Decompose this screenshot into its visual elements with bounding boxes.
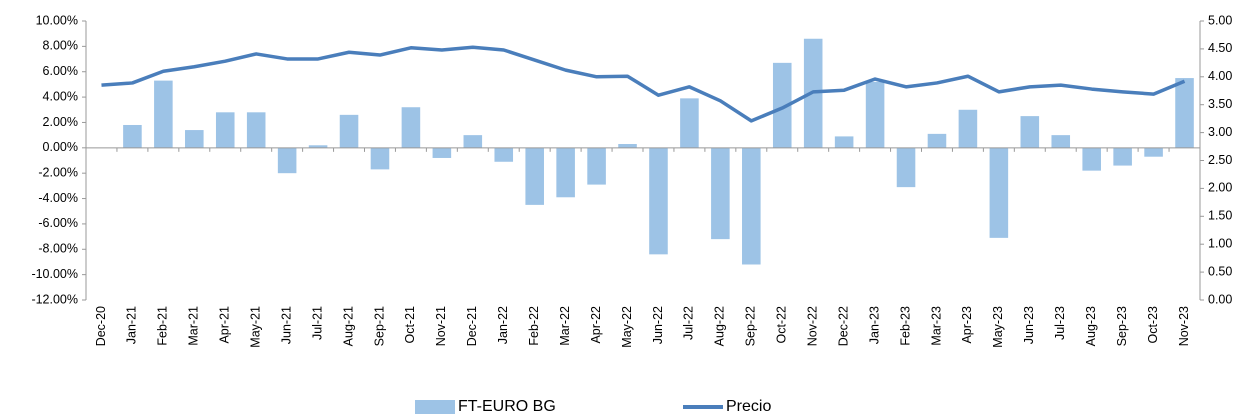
x-tick-label: Jan-22 xyxy=(496,306,510,344)
line xyxy=(101,45,1186,123)
y2-tick-label: 2.50 xyxy=(1208,153,1232,167)
bar xyxy=(618,144,637,148)
x-tick-label: Aug-21 xyxy=(341,306,355,346)
legend-label: Precio xyxy=(726,398,771,415)
bar xyxy=(989,147,1009,238)
y-tick-label: 4.00% xyxy=(43,89,78,103)
bar xyxy=(154,80,173,148)
bar xyxy=(834,136,854,148)
y2-tick-label: 3.50 xyxy=(1208,97,1232,111)
bar xyxy=(370,147,390,170)
y-tick-label: 10.00% xyxy=(36,13,78,27)
y2-tick-label: 1.50 xyxy=(1208,209,1232,223)
bar xyxy=(958,109,978,148)
legend-label: FT-EURO BG xyxy=(458,398,556,415)
x-tick-label: Sep-21 xyxy=(372,306,386,346)
bar xyxy=(742,147,761,265)
bar xyxy=(494,147,514,162)
x-tick-label: Feb-22 xyxy=(527,306,541,346)
x-tick-label: Dec-22 xyxy=(836,306,850,346)
x-tick-label: Oct-22 xyxy=(775,306,789,344)
y-tick-label: 6.00% xyxy=(43,64,78,78)
x-tick-label: Feb-21 xyxy=(156,306,170,346)
x-tick-label: Mar-21 xyxy=(187,306,201,346)
y2-tick-label: 4.00 xyxy=(1208,69,1232,83)
bar xyxy=(432,147,452,158)
bar xyxy=(772,62,792,148)
x-tick-label: Nov-21 xyxy=(434,306,448,346)
bar xyxy=(1113,147,1132,166)
legend: FT-EURO BG Precio xyxy=(415,398,771,415)
x-tick-label: Apr-22 xyxy=(589,306,603,344)
x-tick-label: Feb-23 xyxy=(898,306,912,346)
y-tick-label: -6.00% xyxy=(38,216,78,230)
x-tick-label: Jul-23 xyxy=(1053,306,1067,340)
y-tick-label: 8.00% xyxy=(43,39,78,53)
bar xyxy=(401,107,421,148)
legend-swatch xyxy=(415,400,455,414)
bar xyxy=(246,112,266,148)
x-tick-label: Aug-22 xyxy=(713,306,727,346)
x-tick-label: Sep-22 xyxy=(744,306,758,346)
bar xyxy=(277,147,297,174)
x-tick-label: Nov-22 xyxy=(805,306,819,346)
x-tick-label: Jul-22 xyxy=(682,306,696,340)
x-tick-label: Jul-21 xyxy=(310,306,324,340)
bar xyxy=(927,133,947,148)
y-tick-label: -8.00% xyxy=(38,242,78,256)
y2-tick-label: 4.50 xyxy=(1208,41,1232,55)
x-tick-label: May-22 xyxy=(620,306,634,348)
bar xyxy=(711,147,730,240)
bar xyxy=(1144,147,1163,157)
x-tick-label: Sep-23 xyxy=(1115,306,1129,346)
x-tick-label: Jun-22 xyxy=(651,306,665,344)
x-tick-label: May-23 xyxy=(991,306,1005,348)
y2-tick-label: 2.00 xyxy=(1208,181,1232,195)
x-tick-label: Dec-20 xyxy=(94,306,108,346)
x-tick-label: Jan-21 xyxy=(125,306,139,344)
y-tick-label: -2.00% xyxy=(38,165,78,179)
x-tick-label: Oct-21 xyxy=(403,306,417,344)
bar xyxy=(556,147,575,198)
bar xyxy=(1051,135,1071,148)
x-tick-label: Apr-21 xyxy=(218,306,232,344)
bar xyxy=(123,124,142,148)
x-tick-label: Nov-23 xyxy=(1177,306,1191,346)
x-tick-label: Oct-23 xyxy=(1146,306,1160,344)
y2-tick-label: 0.00 xyxy=(1208,292,1232,306)
x-tick-label: Apr-23 xyxy=(960,306,974,344)
x-tick-label: Jun-21 xyxy=(279,306,293,344)
bar xyxy=(463,135,483,148)
bar xyxy=(308,145,328,148)
bar xyxy=(1082,147,1101,171)
y2-tick-label: 1.00 xyxy=(1208,236,1232,250)
bar xyxy=(215,112,235,148)
y-tick-label: 2.00% xyxy=(43,115,78,129)
bar xyxy=(865,81,885,148)
x-tick-label: Aug-23 xyxy=(1084,306,1098,346)
bar xyxy=(896,147,916,188)
bar xyxy=(185,130,204,148)
y2-tick-label: 0.50 xyxy=(1208,264,1232,278)
y-tick-label: -12.00% xyxy=(31,292,78,306)
y-tick-label: -10.00% xyxy=(31,267,78,281)
y2-tick-label: 3.00 xyxy=(1208,125,1232,139)
x-tick-label: Mar-22 xyxy=(558,306,572,346)
bar xyxy=(525,147,544,205)
bar xyxy=(1020,116,1040,148)
bar xyxy=(649,147,668,255)
y2-tick-label: 5.00 xyxy=(1208,13,1232,27)
y-tick-label: 0.00% xyxy=(43,140,78,154)
y-tick-label: -4.00% xyxy=(38,191,78,205)
x-tick-label: Mar-23 xyxy=(929,306,943,346)
bar xyxy=(680,98,699,148)
bar xyxy=(587,147,606,185)
bar xyxy=(339,114,359,148)
x-tick-label: Dec-21 xyxy=(465,306,479,346)
x-tick-label: May-21 xyxy=(248,306,262,348)
x-tick-label: Jan-23 xyxy=(867,306,881,344)
x-tick-label: Jun-23 xyxy=(1022,306,1036,344)
bar xyxy=(1175,78,1194,148)
